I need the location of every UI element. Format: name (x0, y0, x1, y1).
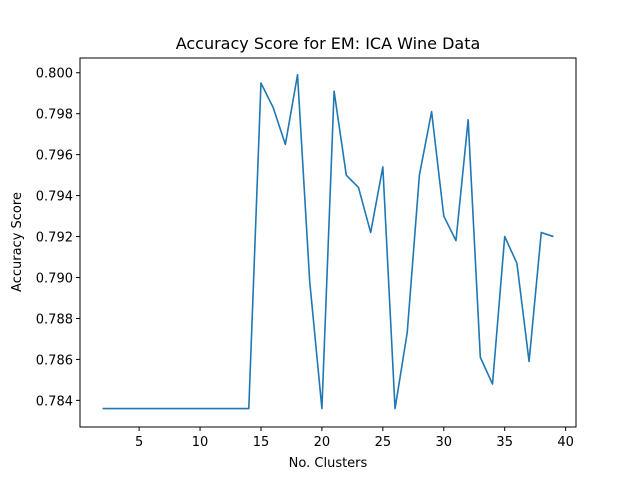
y-tick-label: 0.792 (36, 231, 73, 246)
x-tick-label: 30 (436, 435, 453, 450)
y-tick-label: 0.788 (36, 312, 73, 327)
y-tick-label: 0.786 (36, 353, 73, 368)
y-tick-label: 0.798 (36, 108, 73, 123)
x-tick-label: 10 (192, 435, 209, 450)
series-layer (102, 73, 554, 410)
y-axis: 0.784 0.786 0.788 0.790 0.792 0.794 0.796 0.798… (36, 67, 80, 409)
x-axis-label: No. Clusters (289, 456, 368, 471)
plot-frame (79, 57, 577, 428)
x-tick-label: 20 (314, 435, 331, 450)
y-tick-label: 0.796 (36, 149, 73, 164)
x-tick-label: 5 (135, 435, 143, 450)
x-tick-label: 25 (375, 435, 392, 450)
x-tick-label: 35 (496, 435, 513, 450)
y-tick-label: 0.790 (36, 272, 73, 287)
x-axis: 5 10 15 20 25 30 35 40 (135, 427, 574, 450)
x-tick-label: 40 (557, 435, 574, 450)
x-tick-label: 15 (253, 435, 270, 450)
y-tick-label: 0.794 (36, 190, 73, 205)
chart-title: Accuracy Score for EM: ICA Wine Data (176, 34, 481, 53)
y-tick-label: 0.800 (36, 67, 73, 82)
series-line (102, 73, 554, 410)
y-axis-label: Accuracy Score (10, 192, 25, 292)
y-tick-label: 0.784 (36, 394, 73, 409)
